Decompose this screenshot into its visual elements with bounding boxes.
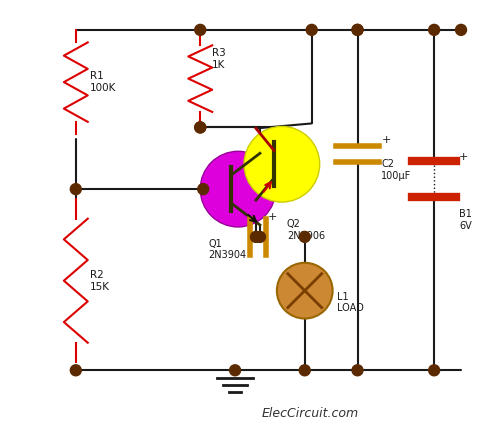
Text: C1
10μF: C1 10μF — [243, 194, 267, 215]
Circle shape — [195, 24, 205, 36]
Circle shape — [306, 24, 317, 36]
Text: C2
100μF: C2 100μF — [382, 159, 412, 181]
Text: +: + — [268, 212, 278, 222]
Circle shape — [428, 365, 440, 376]
Text: R2
15K: R2 15K — [90, 270, 110, 291]
Circle shape — [250, 231, 262, 242]
Text: +: + — [459, 152, 468, 162]
Circle shape — [277, 263, 332, 319]
Circle shape — [198, 184, 208, 194]
Text: Q2
2N3906: Q2 2N3906 — [287, 219, 325, 241]
Text: Q1
2N3904: Q1 2N3904 — [208, 239, 246, 261]
Circle shape — [300, 365, 310, 376]
Circle shape — [195, 122, 205, 133]
Circle shape — [352, 24, 363, 36]
Circle shape — [352, 24, 363, 36]
Circle shape — [254, 231, 266, 242]
Text: B1
6V: B1 6V — [459, 209, 472, 231]
Text: R3
1K: R3 1K — [212, 48, 226, 70]
Circle shape — [428, 24, 440, 36]
Text: +: + — [382, 136, 391, 145]
Circle shape — [230, 365, 240, 376]
Circle shape — [70, 365, 82, 376]
Circle shape — [244, 126, 320, 202]
Circle shape — [195, 122, 205, 133]
Circle shape — [456, 24, 466, 36]
Text: R1
100K: R1 100K — [90, 71, 116, 93]
Circle shape — [70, 184, 82, 194]
Text: ElecCircuit.com: ElecCircuit.com — [261, 407, 358, 420]
Circle shape — [300, 231, 310, 242]
Circle shape — [352, 365, 363, 376]
Circle shape — [200, 151, 276, 227]
Text: L1
LOAD: L1 LOAD — [336, 292, 363, 313]
